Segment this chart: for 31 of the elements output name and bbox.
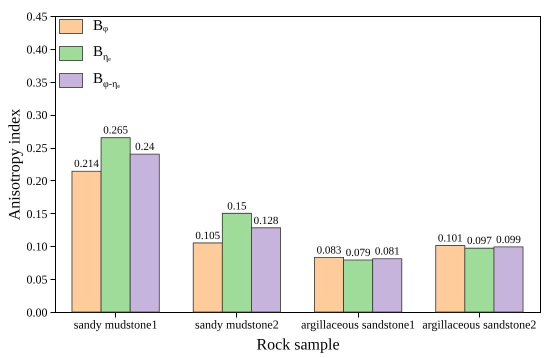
data-label: 0.081 — [374, 246, 400, 258]
data-label: 0.079 — [346, 247, 371, 260]
y-tick-label: 0.15 — [26, 206, 48, 221]
legend-label: B$_{ηₑ}$ — [93, 44, 111, 63]
x-tick-label: argillaceous sandstone1 — [301, 318, 416, 332]
legend-label: Bᵩ — [93, 18, 108, 35]
x-tick-label: sandy mudstone1 — [74, 318, 158, 332]
data-label: 0.24 — [135, 141, 155, 154]
y-tick-label: 0.00 — [26, 306, 48, 320]
y-axis-title: Anisotropy index — [6, 108, 24, 220]
data-label: 0.099 — [496, 234, 522, 246]
x-tick-label: sandy mudstone2 — [195, 318, 279, 332]
y-tick-label: 0.05 — [26, 272, 48, 287]
data-label: 0.128 — [254, 214, 279, 227]
x-axis-title: Rock sample — [256, 336, 340, 354]
y-tick-label: 0.40 — [26, 42, 48, 56]
data-label: 0.105 — [195, 230, 221, 242]
data-label: 0.15 — [227, 200, 247, 212]
data-label: 0.083 — [316, 244, 342, 256]
y-tick-label: 0.10 — [26, 240, 48, 254]
y-tick-label: 0.35 — [26, 75, 48, 90]
legend-label: B$_{φ-ηₑ}$ — [93, 71, 120, 90]
data-label: 0.265 — [103, 124, 128, 137]
y-tick-label: 0.30 — [26, 108, 48, 122]
y-tick-label: 0.20 — [26, 174, 48, 188]
data-label: 0.101 — [438, 232, 463, 245]
y-tick-label: 0.45 — [26, 10, 48, 24]
data-label: 0.097 — [467, 235, 492, 248]
x-tick-label: argillaceous sandstone2 — [422, 318, 536, 332]
data-label: 0.214 — [74, 158, 100, 170]
y-tick-label: 0.25 — [26, 141, 48, 156]
